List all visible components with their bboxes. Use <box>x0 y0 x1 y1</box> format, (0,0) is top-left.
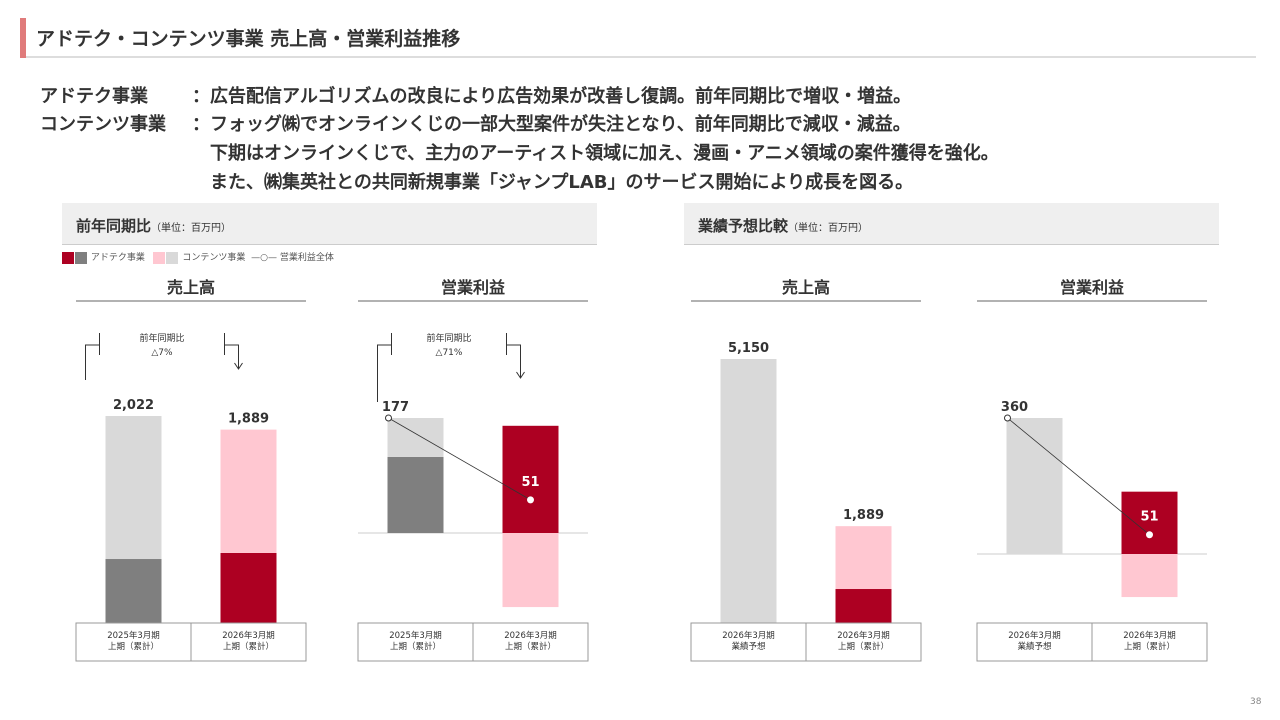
op-total-point <box>1146 531 1153 539</box>
panel-forecast-title: 業績予想比較 <box>698 217 789 235</box>
total-label: 51 <box>521 475 539 490</box>
bar-adtech <box>835 589 892 623</box>
legend-swatch-contents-current <box>153 251 166 264</box>
chart-title: 営業利益 <box>1060 278 1124 297</box>
yoy-value: △7% <box>151 348 173 358</box>
category-label: 2026年3月期 <box>837 630 890 641</box>
panel-yoy-unit: （単位：百万円） <box>151 223 232 234</box>
panel-forecast-header: 業績予想比較（単位：百万円） <box>684 203 1219 245</box>
yoy-value: △71% <box>436 348 463 358</box>
category-cell <box>190 622 307 662</box>
bar-adtech <box>220 552 277 623</box>
yoy-arrow-down-icon <box>506 333 525 379</box>
legend: アドテク事業 コンテンツ事業 —○— 営業利益全体 <box>62 250 334 264</box>
total-label: 2,022 <box>113 398 154 413</box>
category-label: 上期（累計） <box>108 641 159 652</box>
category-label: 2025年3月期 <box>107 630 160 641</box>
category-cell <box>1091 622 1208 662</box>
bar-contents <box>720 359 777 623</box>
category-label: 2026年3月期 <box>1008 630 1061 641</box>
category-label: 上期（累計） <box>390 641 441 652</box>
category-label: 上期（累計） <box>505 641 556 652</box>
slide-title: アドテク・コンテンツ事業 売上高・営業利益推移 <box>36 28 461 50</box>
slide-title-bar: アドテク・コンテンツ事業 売上高・営業利益推移 <box>20 18 1256 58</box>
yoy-label: 前年同期比 <box>139 332 184 344</box>
legend-swatch-adtech-prior <box>75 251 87 264</box>
op-total-line <box>1007 417 1150 536</box>
desc-contents-text: ：フォッグ㈱でオンラインくじの一部大型案件が失注となり、前年同期比で減収・減益。 <box>192 114 911 135</box>
op-total-line <box>388 417 531 501</box>
desc-adtech-label: アドテク事業 <box>40 86 148 107</box>
panel-forecast-unit: （単位：百万円） <box>788 223 869 234</box>
chart-title: 売上高 <box>167 278 215 297</box>
legend-swatch-contents-prior <box>166 251 179 264</box>
desc-line-4: また、㈱集英社との共同新規事業「ジャンプLAB」のサービス開始により成長を図る。 <box>210 172 914 193</box>
category-label: 2026年3月期 <box>222 630 275 641</box>
desc-line-3: 下期はオンラインくじで、主力のアーティスト領域に加え、漫画・アニメ領域の案件獲得… <box>210 143 999 164</box>
legend-contents: コンテンツ事業 <box>182 253 246 263</box>
yoy-bracket-left <box>85 333 100 380</box>
op-total-point <box>527 496 534 504</box>
bar-contents <box>1006 418 1063 554</box>
op-total-point <box>1004 414 1011 422</box>
category-label: 上期（累計） <box>838 641 889 652</box>
total-label: 360 <box>1001 400 1028 415</box>
legend-swatch-adtech-current <box>62 251 74 264</box>
total-label: 1,889 <box>228 412 269 427</box>
category-label: 2026年3月期 <box>1123 630 1176 641</box>
legend-op-total: 営業利益全体 <box>279 253 334 263</box>
legend-line-marker-icon: —○— <box>251 253 277 263</box>
bar-contents <box>502 533 559 608</box>
bar-adtech <box>105 559 162 623</box>
panel-yoy-title: 前年同期比 <box>76 217 152 235</box>
panel-yoy-header: 前年同期比（単位：百万円） <box>62 203 597 245</box>
bar-adtech <box>502 425 559 533</box>
desc-contents-label: コンテンツ事業 <box>40 114 166 135</box>
total-label: 5,150 <box>728 341 769 356</box>
category-label: 2026年3月期 <box>504 630 557 641</box>
yoy-bracket-left <box>377 333 392 402</box>
category-label: 2026年3月期 <box>722 630 775 641</box>
legend-adtech: アドテク事業 <box>90 253 145 263</box>
category-cell <box>472 622 589 662</box>
desc-adtech-text: ：広告配信アルゴリズムの改良により広告効果が改善し復調。前年同期比で増収・増益。 <box>192 86 912 107</box>
bar-adtech <box>1121 491 1178 554</box>
chart-title: 営業利益 <box>441 278 505 297</box>
category-cell <box>805 622 922 662</box>
category-label: 上期（累計） <box>223 641 274 652</box>
category-label: 業績予想 <box>731 641 766 652</box>
yoy-label: 前年同期比 <box>426 332 471 344</box>
total-label: 177 <box>382 400 409 415</box>
bar-contents <box>105 416 162 560</box>
bar-contents <box>387 418 444 457</box>
total-label: 51 <box>1140 510 1158 525</box>
category-label: 上期（累計） <box>1124 641 1175 652</box>
title-accent <box>20 18 26 58</box>
category-label: 業績予想 <box>1017 641 1052 652</box>
bar-contents <box>835 526 892 590</box>
total-label: 1,889 <box>843 508 884 523</box>
page-number: 38 <box>1250 697 1262 707</box>
yoy-arrow-down-icon <box>224 333 243 370</box>
bar-adtech <box>387 456 444 533</box>
chart-title: 売上高 <box>782 278 830 297</box>
op-total-point <box>385 414 392 422</box>
category-label: 2025年3月期 <box>389 630 442 641</box>
bar-contents <box>1121 554 1178 598</box>
bar-contents <box>220 429 277 553</box>
